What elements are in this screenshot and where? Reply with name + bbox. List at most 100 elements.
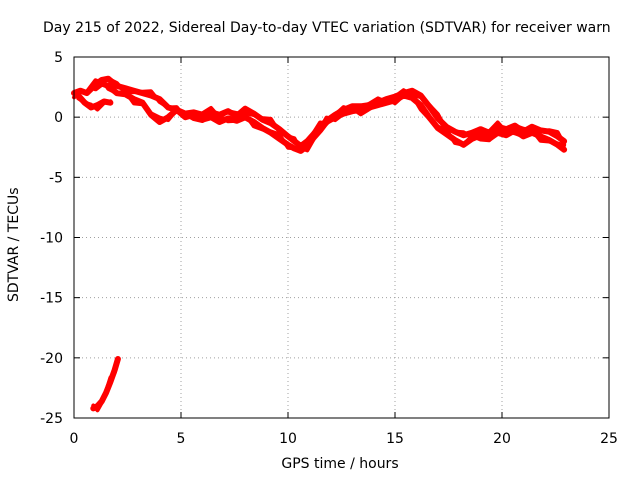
data-point — [529, 124, 535, 130]
series-2 — [92, 77, 568, 154]
data-point — [291, 146, 297, 151]
x-tick-label: 20 — [493, 431, 511, 447]
data-point — [311, 135, 317, 141]
data-point — [225, 115, 231, 121]
data-point — [115, 356, 121, 362]
x-tick-label: 10 — [279, 431, 297, 447]
data-point — [478, 132, 484, 138]
data-point — [268, 130, 274, 136]
x-tick-label: 15 — [386, 431, 404, 447]
data-point — [122, 91, 128, 97]
data-point — [103, 390, 109, 396]
data-point — [298, 148, 304, 154]
data-point — [561, 147, 567, 153]
data-point — [95, 102, 100, 108]
data-point — [443, 131, 449, 137]
data-point — [317, 127, 323, 133]
series-3 — [75, 92, 114, 112]
data-point — [107, 379, 113, 385]
data-point — [157, 119, 163, 125]
data-point — [208, 109, 214, 115]
data-point — [486, 130, 492, 136]
y-tick-label: 5 — [54, 50, 63, 66]
data-point — [495, 130, 501, 136]
data-point — [82, 100, 88, 106]
data-point — [401, 93, 407, 98]
data-point — [77, 88, 83, 94]
y-tick-label: -15 — [40, 291, 63, 307]
data-point — [332, 114, 338, 120]
data-point — [392, 97, 398, 103]
data-point — [157, 96, 163, 102]
data-point — [426, 114, 432, 120]
data-point — [225, 108, 231, 114]
data-point — [101, 99, 107, 104]
data-point — [555, 133, 561, 139]
data-point — [242, 114, 248, 120]
data-point — [90, 405, 96, 411]
data-point — [418, 93, 424, 98]
data-point — [435, 125, 441, 131]
data-point — [426, 103, 432, 109]
data-point — [107, 100, 113, 106]
data-point — [561, 138, 567, 144]
data-point — [461, 132, 466, 138]
data-point — [529, 130, 535, 136]
data-point — [495, 124, 501, 130]
data-point — [92, 85, 98, 91]
data-point — [435, 115, 441, 121]
chart-title: Day 215 of 2022, Sidereal Day-to-day VTE… — [43, 20, 611, 36]
data-point — [148, 112, 154, 118]
data-point — [217, 119, 222, 125]
data-point — [99, 81, 105, 86]
data-point — [114, 83, 120, 89]
data-point — [452, 137, 458, 143]
y-tick-label: -20 — [40, 351, 63, 367]
axis-ticks: 0 5 10 15 20 25 5 0 -5 -10 -15 -20 -25 — [40, 50, 618, 447]
data-point — [131, 96, 137, 102]
x-tick-label: 5 — [177, 431, 186, 447]
data-point — [268, 120, 274, 126]
data-point — [75, 93, 81, 98]
data-point — [259, 117, 265, 123]
x-axis-label: GPS time / hours — [281, 456, 399, 472]
data-point — [366, 105, 372, 110]
data-point — [304, 143, 310, 149]
data-point — [95, 403, 100, 409]
data-point — [341, 111, 347, 117]
series-line-noise — [93, 77, 567, 153]
y-tick-label: -5 — [49, 170, 63, 186]
y-axis-label: SDTVAR / TECUs — [6, 187, 22, 302]
data-point — [191, 112, 197, 118]
data-point — [478, 126, 484, 132]
data-point — [375, 102, 381, 108]
data-point — [520, 133, 526, 139]
data-point — [165, 105, 171, 110]
data-point — [512, 127, 518, 133]
plot-series — [71, 75, 568, 413]
data-point — [409, 95, 415, 101]
data-point — [555, 142, 561, 148]
data-point — [114, 90, 120, 96]
data-point — [140, 90, 145, 96]
data-point — [503, 132, 509, 138]
data-point — [512, 123, 518, 129]
data-point — [112, 367, 118, 373]
data-point — [276, 136, 282, 142]
data-point — [199, 117, 205, 123]
x-tick-label: 0 — [70, 431, 79, 447]
data-point — [409, 88, 415, 94]
data-point — [105, 76, 111, 82]
data-point — [546, 129, 552, 135]
data-point — [418, 102, 424, 108]
y-tick-label: 0 — [54, 110, 63, 126]
y-tick-label: -25 — [40, 411, 63, 427]
data-point — [349, 108, 355, 114]
data-point — [84, 90, 90, 96]
data-point — [105, 83, 111, 89]
data-point — [208, 114, 214, 120]
data-point — [242, 106, 248, 112]
data-point — [276, 126, 282, 132]
data-point — [546, 137, 552, 143]
series-4 — [90, 356, 121, 413]
